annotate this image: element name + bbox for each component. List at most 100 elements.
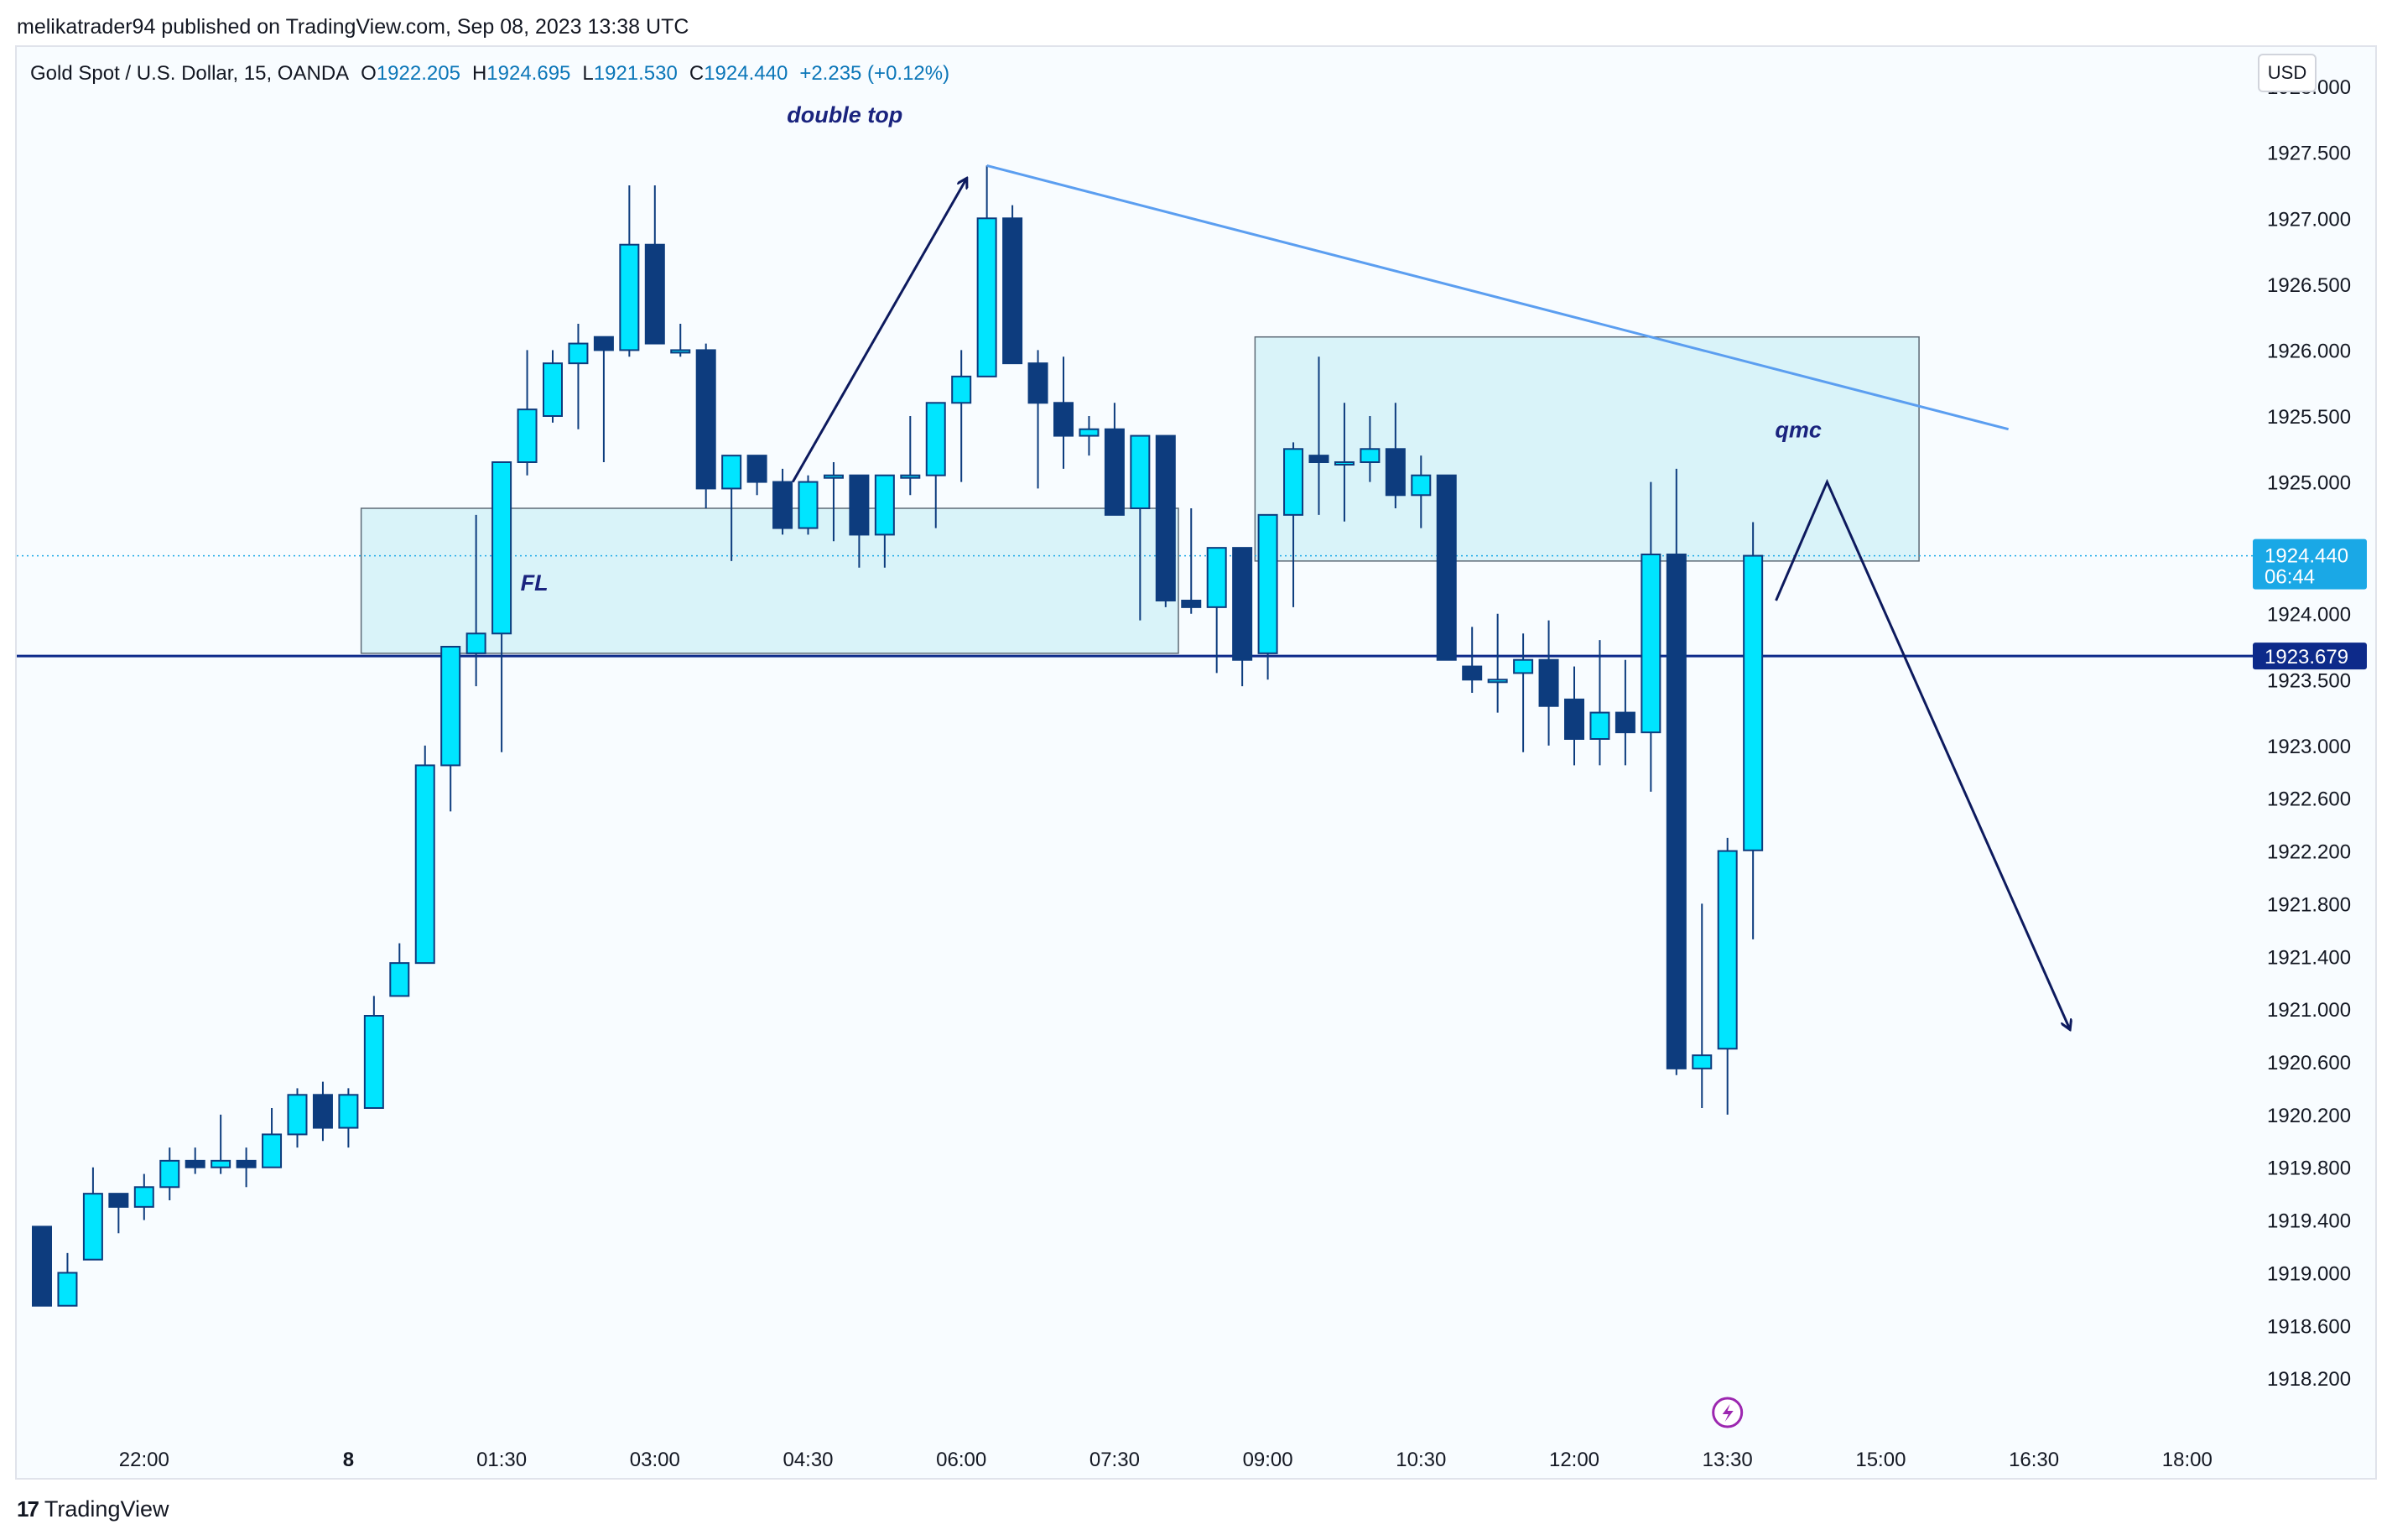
candle [721, 455, 742, 561]
candle [1104, 403, 1125, 516]
candle-body-up [900, 474, 921, 479]
candle-body-up [1334, 461, 1355, 466]
time-tick-label: 13:30 [1703, 1449, 1753, 1471]
candle [1513, 633, 1534, 752]
candle [1181, 508, 1202, 614]
ohlc-legend: Gold Spot / U.S. Dollar, 15, OANDA O1922… [30, 62, 949, 86]
candle [568, 324, 589, 429]
candle-body-down [1104, 428, 1125, 516]
candle-body-up [925, 402, 946, 476]
candle-body-up [798, 481, 819, 529]
tradingview-logo-text: TradingView [44, 1496, 169, 1522]
tradingview-logo[interactable]: 17 TradingView [17, 1496, 169, 1522]
candle-body-up [543, 362, 563, 417]
candle-body-down [1181, 600, 1202, 608]
lightning-icon[interactable] [1712, 1397, 1744, 1428]
legend-open: O1922.205 [361, 62, 460, 85]
candle [1053, 356, 1074, 469]
price-tick-label: 1922.200 [2267, 841, 2351, 864]
candle [1564, 666, 1584, 766]
candle-body-down [1538, 658, 1559, 707]
candle-body-up [1079, 428, 1100, 437]
chart-pane[interactable] [15, 45, 2377, 1480]
legend-close: C1924.440 [689, 62, 788, 85]
candle [593, 336, 614, 462]
candle [440, 646, 461, 812]
time-tick-label: 01:30 [476, 1449, 527, 1471]
price-tick-label: 1921.800 [2267, 893, 2351, 916]
zone-label-qmc: qmc [1775, 418, 1822, 443]
time-tick-label: 8 [343, 1449, 354, 1471]
candle [1743, 522, 1764, 939]
candle-body-up [619, 243, 640, 351]
candle-body-down [236, 1159, 257, 1168]
candle [262, 1108, 283, 1168]
candle-body-up [1360, 448, 1381, 463]
candle [159, 1147, 180, 1200]
candle-body-down [1155, 434, 1176, 601]
currency-button[interactable]: USD [2258, 54, 2317, 92]
candle [363, 996, 384, 1109]
time-tick-label: 22:00 [119, 1449, 169, 1471]
candle-body-up [211, 1159, 231, 1168]
annotation-double-top: double top [787, 102, 902, 127]
candle-body-up [1589, 711, 1610, 740]
legend-change: +2.235 (+0.12%) [799, 62, 950, 85]
candle-body-up [389, 962, 410, 997]
candle-body-up [287, 1094, 308, 1136]
candle-body-up [874, 474, 895, 536]
price-tick-label: 1925.000 [2267, 472, 2351, 495]
arrow-up [791, 179, 966, 483]
candle-body-down [185, 1159, 205, 1168]
candle [1257, 513, 1278, 680]
price-tick-label: 1923.500 [2267, 669, 2351, 692]
current-price-badge-bg [2253, 538, 2367, 590]
candle-body-up [1743, 554, 1764, 851]
candle [1717, 837, 1738, 1115]
level-badge: 1923.679 [2253, 643, 2367, 670]
time-tick-label: 16:30 [2009, 1449, 2059, 1471]
candle-body-down [1053, 402, 1074, 437]
candle-body-up [823, 474, 844, 479]
lightning-icon-bolt [1722, 1404, 1734, 1422]
candle-body-up [414, 764, 435, 965]
candle-body-up [338, 1094, 359, 1129]
zone-FL [360, 507, 1179, 654]
candle [312, 1081, 333, 1142]
candle-body-up [82, 1193, 103, 1261]
price-tick-label: 1920.200 [2267, 1105, 2351, 1127]
price-tick-label: 1926.000 [2267, 340, 2351, 362]
candle [1487, 613, 1508, 713]
publisher-line: melikatrader94 published on TradingView.… [17, 15, 689, 39]
candle-body-up [1130, 434, 1151, 509]
candle [543, 350, 563, 423]
price-tick-label: 1922.600 [2267, 788, 2351, 811]
candle [1206, 547, 1227, 674]
candle [746, 455, 767, 496]
time-axis: 22:00 8 01:30 03:00 04:30 06:00 07:30 09:00 10:3… [119, 1449, 2213, 1471]
candle-body-down [1615, 711, 1635, 734]
candle-body-down [644, 243, 665, 345]
price-tick-label: 1926.500 [2267, 274, 2351, 297]
candle [287, 1088, 308, 1148]
candle [670, 324, 691, 357]
candle [1360, 416, 1381, 482]
level-badge-value: 1923.679 [2265, 646, 2348, 669]
candle-body-down [32, 1225, 52, 1307]
candle-body-up [670, 349, 691, 354]
candle [798, 475, 819, 535]
candle-body-down [772, 481, 793, 529]
candle-body-up [57, 1272, 78, 1307]
candle [1027, 350, 1048, 489]
candle [1436, 474, 1457, 661]
candle-body-down [1666, 554, 1687, 1069]
candle [414, 745, 435, 965]
candle [236, 1147, 257, 1188]
candle-body-down [1385, 448, 1406, 497]
candle-body-up [1513, 658, 1534, 674]
candle [1615, 659, 1635, 766]
price-tick-label: 1920.600 [2267, 1052, 2351, 1074]
candle-body-up [1206, 547, 1227, 608]
price-tick-label: 1919.800 [2267, 1158, 2351, 1180]
